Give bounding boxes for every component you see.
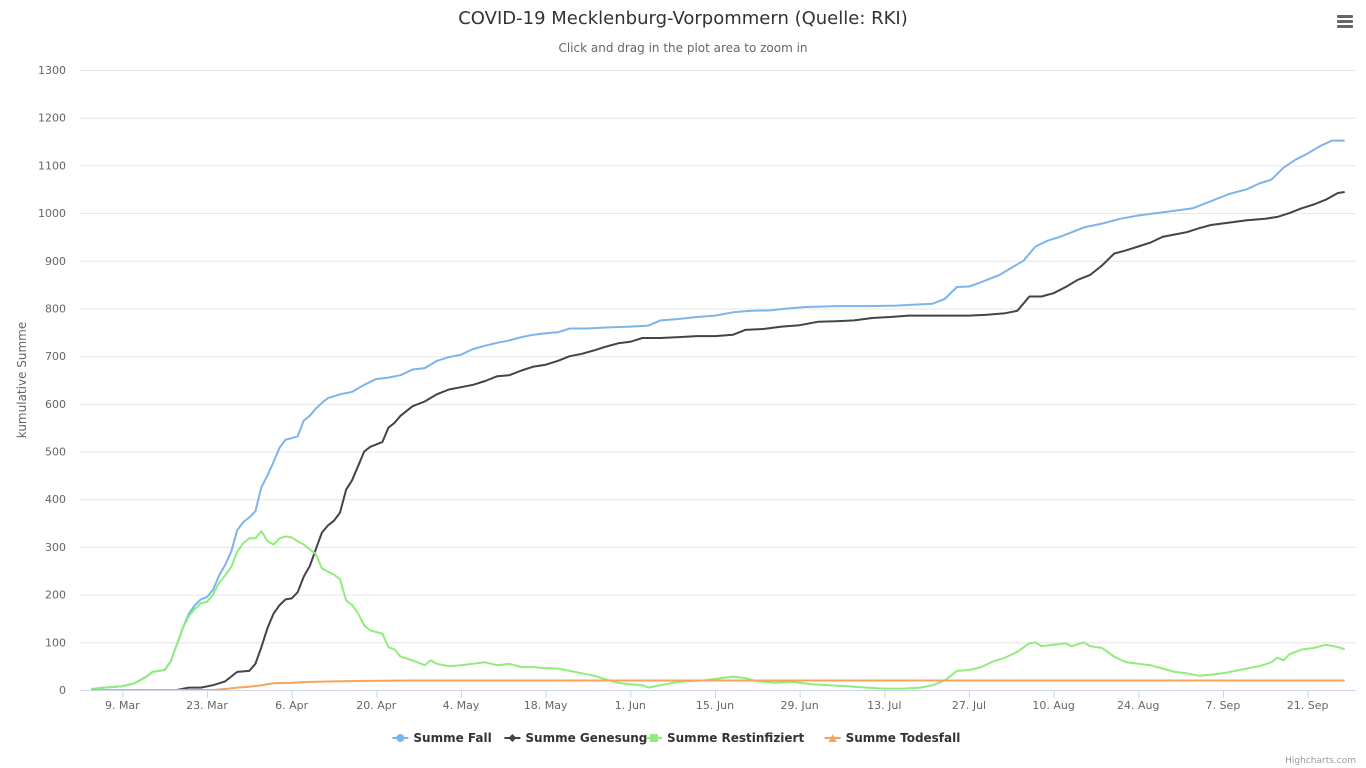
legend-label: Summe Genesung (525, 731, 647, 745)
x-tick-label: 10. Aug (1032, 699, 1074, 712)
series-layer[interactable] (91, 139, 1345, 691)
x-tick-label: 29. Jun (781, 699, 819, 712)
menu-icon-bar (1337, 25, 1353, 28)
x-tick-label: 20. Apr (356, 699, 396, 712)
legend-marker-triangle-icon (828, 734, 837, 742)
y-tick-label: 600 (45, 398, 66, 411)
series-line-summe-genesung[interactable] (91, 191, 1345, 691)
y-tick-label: 500 (45, 446, 66, 459)
y-tick-label: 700 (45, 350, 66, 363)
y-tick-label: 100 (45, 636, 66, 649)
legend-label: Summe Todesfall (846, 731, 961, 745)
legend-item[interactable]: Summe Restinfiziert (646, 731, 804, 745)
series-line-summe-todesfall[interactable] (91, 679, 1345, 691)
x-tick-label: 23. Mar (186, 699, 228, 712)
menu-icon-bar (1337, 15, 1353, 18)
y-tick-label: 400 (45, 493, 66, 506)
y-tick-label: 0 (59, 684, 66, 697)
y-tick-label: 1000 (38, 207, 66, 220)
legend-item[interactable]: Summe Genesung (504, 731, 647, 745)
x-tick-label: 13. Jul (867, 699, 901, 712)
legend-label: Summe Fall (413, 731, 491, 745)
menu-icon-bar (1337, 20, 1353, 23)
y-axis-title: kumulative Summe (15, 322, 29, 439)
legend-item[interactable]: Summe Fall (392, 731, 492, 745)
y-tick-label: 800 (45, 302, 66, 315)
y-axis: 0 100 200 300 400 500 600 700 800 900 1000 1100 1200… (38, 64, 66, 697)
y-tick-label: 300 (45, 541, 66, 554)
legend-marker-diamond-icon (508, 734, 517, 742)
x-tick-label: 7. Sep (1206, 699, 1241, 712)
y-tick-label: 1300 (38, 64, 66, 77)
y-tick-label: 1100 (38, 159, 66, 172)
grid-layer (80, 70, 1356, 644)
chart-subtitle: Click and drag in the plot area to zoom … (558, 41, 807, 55)
x-tick-label: 1. Jun (615, 699, 646, 712)
y-tick-label: 200 (45, 589, 66, 602)
y-tick-label: 900 (45, 255, 66, 268)
x-tick-label: 27. Jul (952, 699, 986, 712)
legend-marker-square-icon (650, 734, 658, 742)
series-line-summe-fall[interactable] (91, 139, 1345, 690)
legend-marker-circle-icon (396, 734, 405, 742)
x-tick-label: 18. May (524, 699, 568, 712)
x-tick-label: 21. Sep (1287, 699, 1329, 712)
x-axis: 9. Mar 23. Mar 6. Apr 20. Apr 4. May 18. May 1… (80, 690, 1356, 712)
legend: Summe Fall Summe Genesung Summe Restinfizi… (392, 731, 960, 745)
chart-title: COVID-19 Mecklenburg-Vorpommern (Quelle:… (458, 8, 908, 29)
credits-link[interactable]: Highcharts.com (1285, 756, 1356, 766)
x-tick-label: 24. Aug (1117, 699, 1159, 712)
x-tick-label: 15. Jun (696, 699, 734, 712)
x-tick-label: 6. Apr (275, 699, 308, 712)
menu-icon[interactable] (1332, 10, 1358, 34)
legend-label: Summe Restinfiziert (667, 731, 804, 745)
y-tick-label: 1200 (38, 112, 66, 125)
legend-item[interactable]: Summe Todesfall (824, 731, 961, 745)
x-tick-label: 9. Mar (105, 699, 140, 712)
x-tick-label: 4. May (443, 699, 480, 712)
series-line-summe-restinfiziert[interactable] (91, 530, 1345, 690)
